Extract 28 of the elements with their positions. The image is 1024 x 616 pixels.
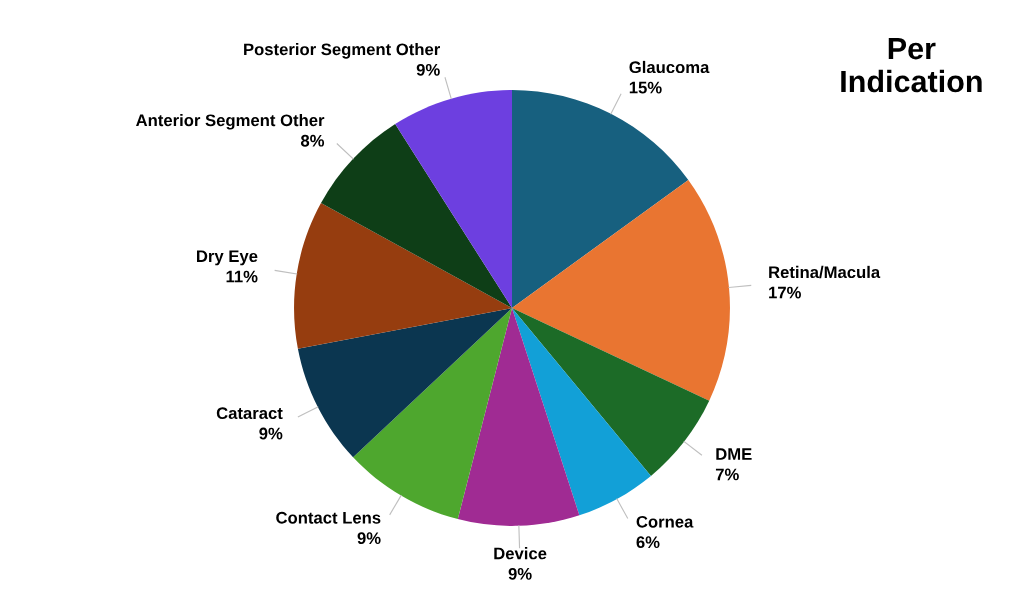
slice-label: Cornea bbox=[636, 515, 694, 528]
pie-slice bbox=[395, 90, 512, 308]
data-label: 7% bbox=[715, 468, 739, 481]
slice-label: DME bbox=[716, 448, 752, 460]
data-label: 9% bbox=[357, 532, 381, 545]
pie-slice bbox=[512, 308, 710, 476]
data-label: 11% bbox=[226, 270, 258, 283]
data-label: 8% bbox=[300, 134, 325, 147]
pie-slice bbox=[297, 308, 512, 458]
slice-label: Glaucoma bbox=[629, 60, 710, 74]
pie-slice bbox=[512, 179, 730, 401]
data-label: 17% bbox=[769, 286, 801, 299]
data-label: 15% bbox=[629, 81, 662, 94]
slice-label: Posterior Segment Other bbox=[244, 43, 440, 59]
pie-slice bbox=[457, 308, 580, 526]
data-label: 9% bbox=[416, 63, 440, 76]
slice-label: Device bbox=[494, 547, 547, 560]
data-label: 9% bbox=[508, 567, 532, 580]
pie-slice bbox=[294, 202, 512, 349]
pie-slice bbox=[512, 308, 651, 516]
data-label: 9% bbox=[259, 427, 283, 440]
chart-title: Per Indication bbox=[841, 38, 982, 93]
slice-label: Retina/Macula bbox=[769, 265, 881, 279]
slice-label: Anterior Segment Other bbox=[136, 113, 325, 130]
slice-label: Dry Eye bbox=[197, 250, 258, 266]
slice-label: Contact Lens bbox=[276, 511, 381, 524]
data-label: 6% bbox=[636, 536, 660, 549]
slice-label: Cataract bbox=[216, 407, 283, 420]
